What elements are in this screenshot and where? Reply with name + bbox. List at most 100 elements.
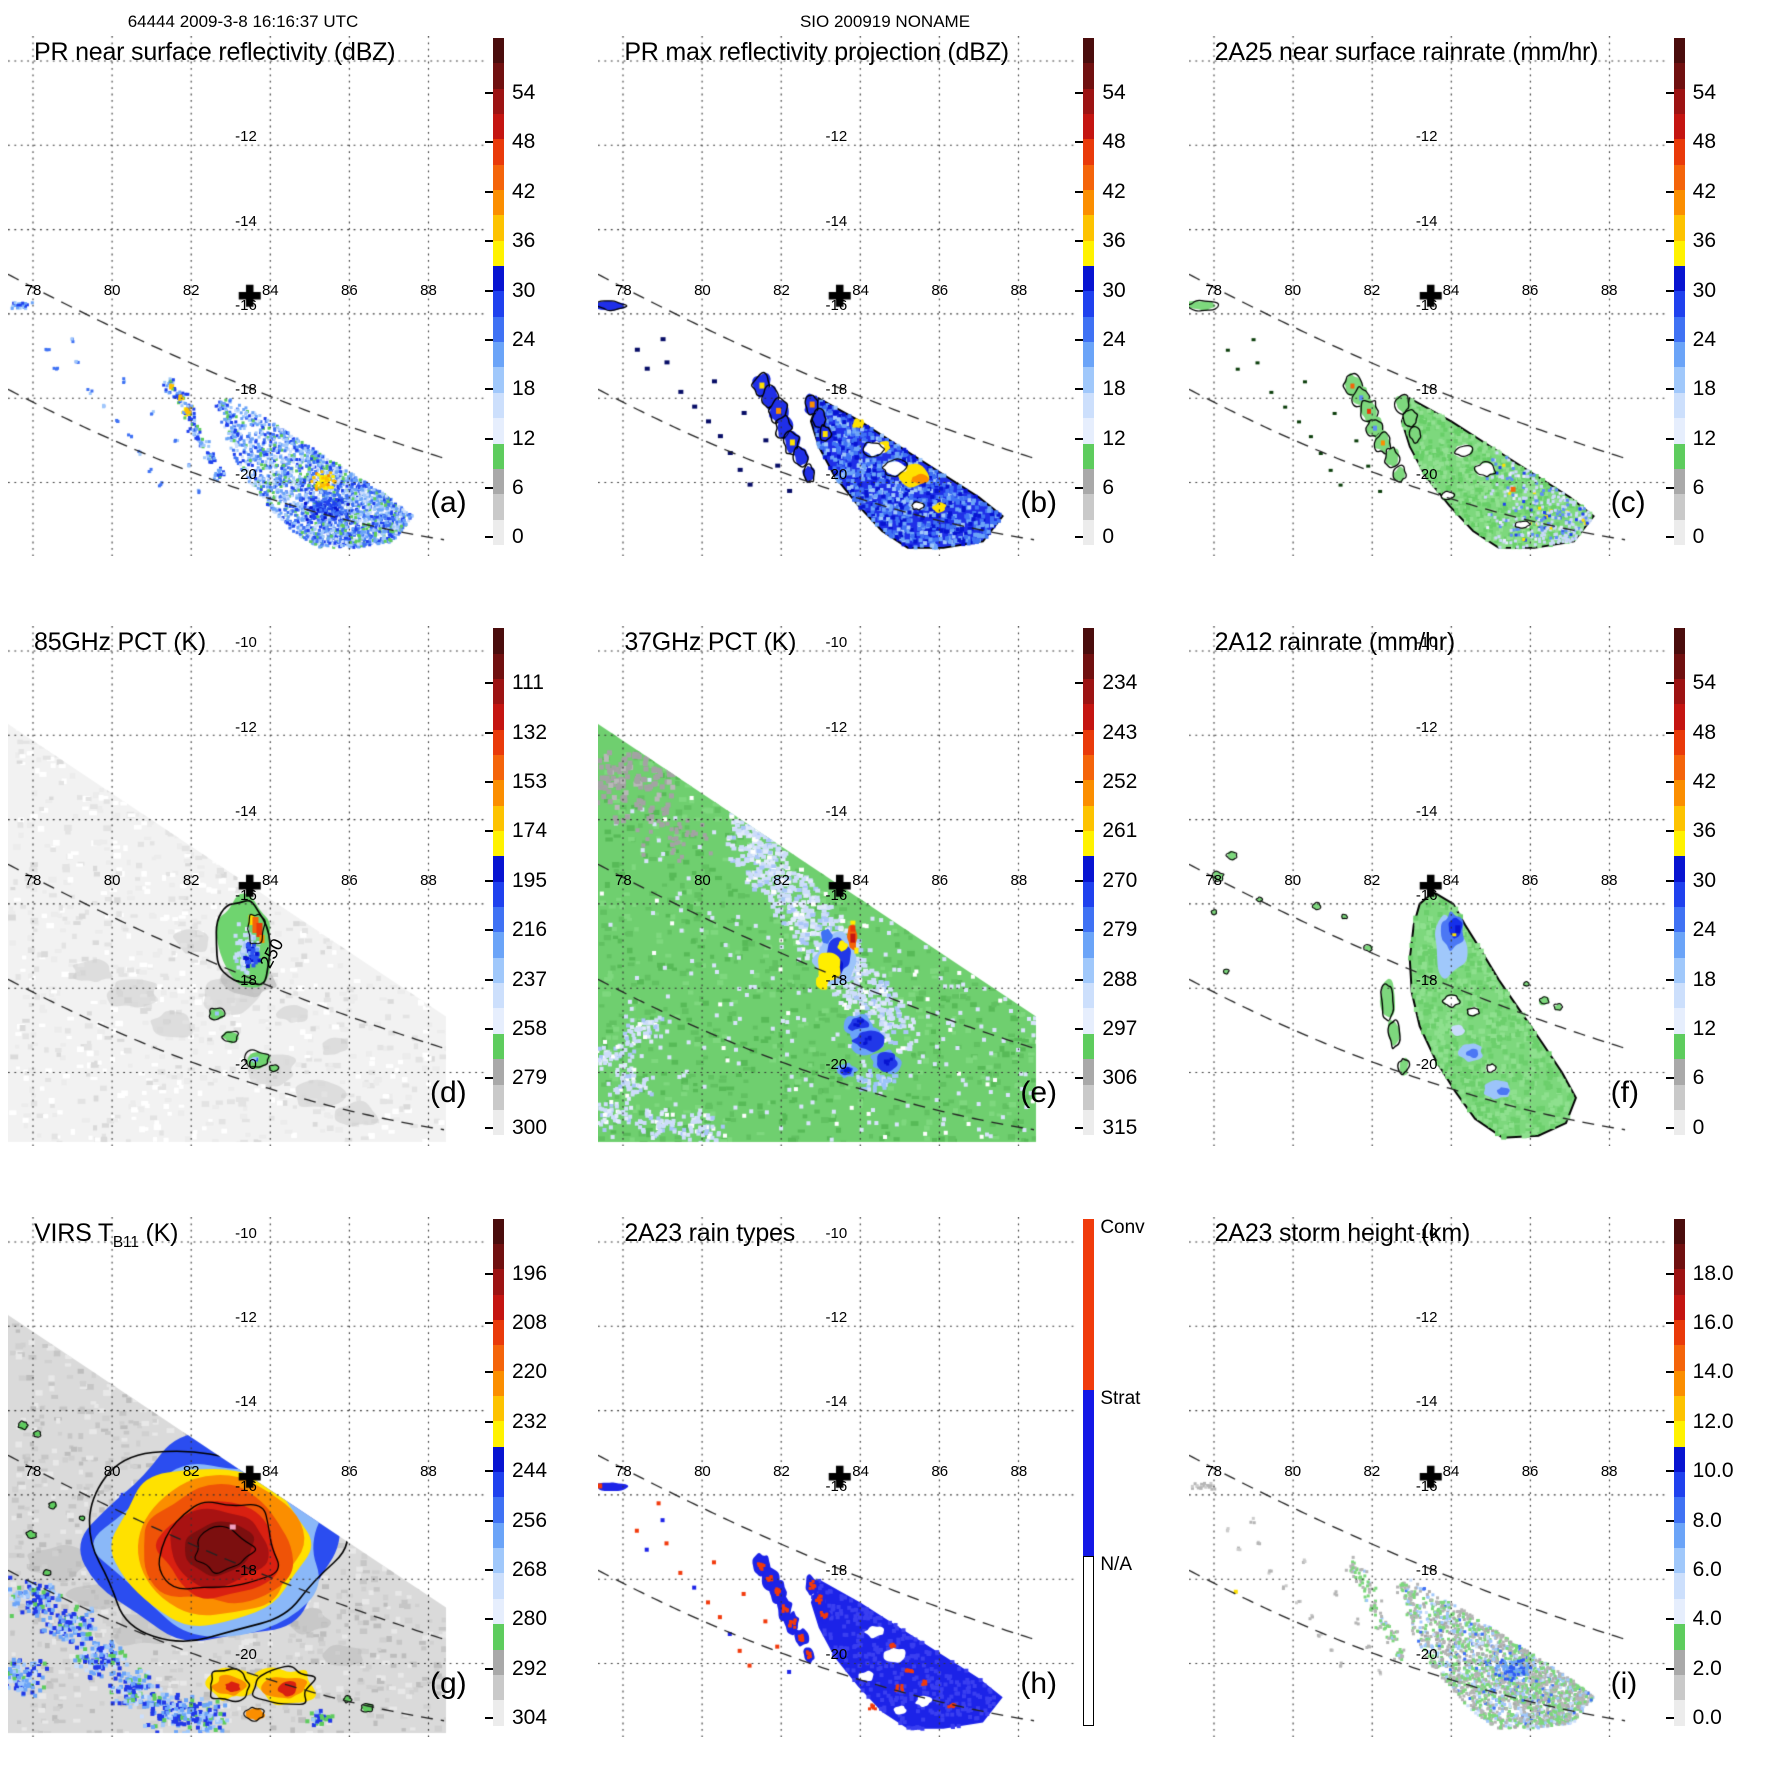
colorbar-tick-label: 208 [512,1311,548,1335]
colorbar-tick [1665,338,1674,341]
colorbar-segment [1673,38,1685,64]
colorbar-tick-label: 10.0 [1692,1459,1734,1483]
lat-label: -18 [1415,381,1438,399]
colorbar-segment [1673,519,1685,545]
colorbar-segment [1673,1294,1685,1321]
colorbar-tick [485,190,493,193]
colorbar-tick-label: 30 [512,278,536,302]
colorbar-dbz [1673,38,1685,545]
lon-label: 82 [1363,872,1381,890]
colorbar-segment [1673,494,1685,520]
colorbar-tick-label: 24 [1692,327,1717,351]
colorbar-tick-label: 292 [512,1656,548,1680]
colorbar-segment [493,1059,504,1085]
panel-title: 2A25 near surface rainrate (mm/hr) [1215,38,1599,67]
colorbar-segment [493,957,504,984]
colorbar-tick [1665,1028,1674,1030]
colorbar-segment [493,1033,504,1060]
colorbar-tick [485,929,493,932]
lon-label: 88 [420,282,437,299]
lat-label: -10 [235,634,257,652]
colorbar-tick [1075,92,1084,94]
colorbar-segment [1673,1497,1685,1523]
colorbar-segment [1673,1548,1685,1574]
colorbar-tick [1665,879,1674,882]
panel-title: PR near surface reflectivity (dBZ) [34,38,396,67]
colorbar-tick-label: 300 [512,1115,548,1139]
map-canvas-c [1188,36,1667,556]
colorbar-tick [1665,190,1674,193]
colorbar-tick [1075,781,1084,784]
raintype-label: Conv [1100,1216,1145,1238]
colorbar-segment [493,907,504,933]
lat-label: -12 [825,128,848,146]
colorbar-tick [485,781,493,784]
colorbar-tick-label: 2.0 [1692,1656,1722,1680]
panel-title: 2A23 storm height (km) [1215,1219,1471,1248]
colorbar-segment [493,653,504,680]
lat-label: -10 [825,634,848,652]
lat-label: -20 [825,1646,848,1664]
panel-letter: (a) [430,486,467,519]
colorbar-tick-label: 18 [1692,967,1717,991]
colorbar-segment [1083,443,1095,469]
lon-label: 82 [773,1462,790,1480]
colorbar-raintype [1083,1218,1095,1726]
panel-title-text: PR near surface reflectivity (dBZ) [34,38,396,66]
colorbar-tick-label: 36 [1692,819,1717,843]
colorbar-tick [1665,978,1674,981]
colorbar-tick [1075,487,1084,490]
panel-b: PR max reflectivity projection (dBZ) 78 80… [590,0,1180,590]
colorbar-segment [1083,291,1095,317]
colorbar-segment [1673,856,1685,882]
colorbar-tick [485,1519,493,1522]
lon-label: 84 [852,282,869,299]
colorbar-segment [493,468,504,495]
colorbar-tick [485,731,493,734]
colorbar-segment [493,38,504,64]
colorbar-segment [1673,164,1685,191]
lat-label: -12 [825,718,848,736]
colorbar-tick-label: 279 [1102,918,1138,942]
colorbar-tick [1075,1028,1084,1030]
lon-label: 88 [420,1462,437,1480]
colorbar-segment [1083,856,1095,882]
colorbar-tick [1665,141,1674,144]
panel-letter: (i) [1610,1666,1638,1700]
colorbar-tick-label: 42 [1692,179,1717,203]
lon-label: 86 [1521,872,1539,890]
colorbar-tick [1665,731,1674,734]
lat-label: -20 [1415,465,1438,483]
colorbar-tick [1075,141,1084,144]
colorbar-segment [1673,316,1685,343]
colorbar-segment [1083,164,1095,191]
colorbar-dbz [1673,628,1685,1136]
colorbar-segment [1673,932,1685,958]
lon-label: 80 [694,282,711,299]
panel-letter: (b) [1020,486,1057,519]
lat-label: -14 [1415,212,1438,230]
colorbar-tick-label: 16.0 [1692,1311,1734,1335]
map-canvas-i [1188,1216,1667,1737]
lon-label: 82 [1363,1462,1381,1480]
colorbar-tick [1665,682,1674,685]
colorbar-segment [493,729,504,756]
colorbar-segment [1083,653,1095,680]
lon-label: 80 [103,872,121,890]
lat-label: -20 [235,465,257,483]
panel-title: 2A12 rainrate (mm/hr) [1215,628,1456,657]
lon-label: 86 [931,282,949,299]
colorbar-segment [1673,139,1685,165]
lat-label: -12 [235,718,257,736]
colorbar-segment [1673,881,1685,908]
colorbar-segment [1673,1700,1685,1726]
colorbar-tick-label: 12 [1102,426,1126,450]
colorbar-tick-label: 54 [512,81,536,104]
colorbar-tick [1075,929,1084,932]
lon-label: 78 [1205,1462,1222,1480]
colorbar-tick [485,240,493,243]
lat-label: -16 [235,296,257,314]
colorbar-tick-label: 36 [1692,229,1717,253]
lon-label: 82 [1363,282,1381,299]
colorbar-tick [1665,1322,1674,1325]
